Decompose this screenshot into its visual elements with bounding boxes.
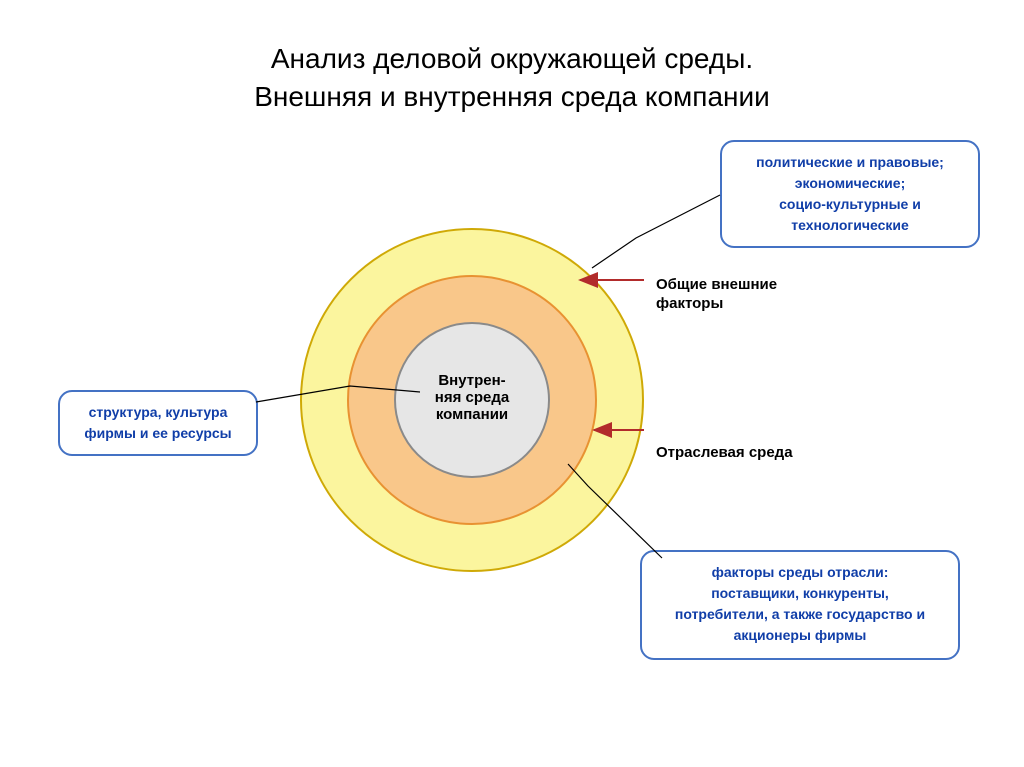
center-label: Внутрен-няя средакомпании bbox=[400, 372, 544, 423]
diagram-stage: Внутрен-няя средакомпании Общие внешниеф… bbox=[0, 0, 1024, 767]
callout-bottom-right: факторы среды отрасли:поставщики, конкур… bbox=[640, 550, 960, 660]
callout-left: структура, культурафирмы и ее ресурсы bbox=[58, 390, 258, 456]
callout-top-right: политические и правовые;экономические;со… bbox=[720, 140, 980, 248]
ring-label-outer: Общие внешниефакторы bbox=[656, 276, 777, 314]
ring-label-middle: Отраслевая среда bbox=[656, 444, 793, 463]
leader-top-right bbox=[592, 195, 720, 268]
